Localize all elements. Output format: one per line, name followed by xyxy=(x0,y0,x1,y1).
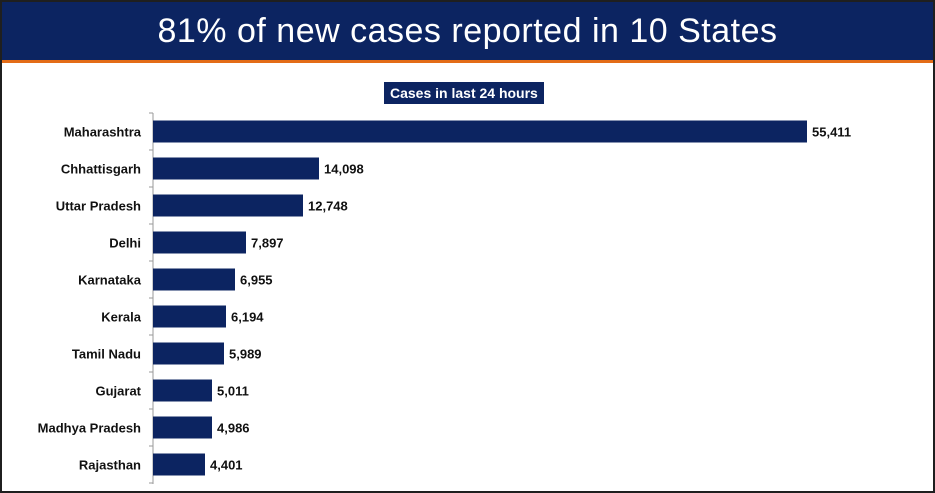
value-label: 6,194 xyxy=(231,310,264,325)
value-label: 4,986 xyxy=(217,421,250,436)
slide-title: 81% of new cases reported in 10 States xyxy=(2,2,933,60)
category-label: Maharashtra xyxy=(64,125,142,140)
category-label: Tamil Nadu xyxy=(72,347,141,362)
value-label: 5,989 xyxy=(229,347,262,362)
value-label: 7,897 xyxy=(251,236,284,251)
bars-group xyxy=(153,120,807,476)
category-labels-group: Maharashtra Chhattisgarh Uttar Pradesh Delh… xyxy=(38,125,142,473)
bar-tamil-nadu xyxy=(153,342,224,365)
value-label: 14,098 xyxy=(324,162,364,177)
bar-karnataka xyxy=(153,268,235,291)
category-label: Karnataka xyxy=(78,273,142,288)
bar-gujarat xyxy=(153,379,212,402)
category-label: Rajasthan xyxy=(79,458,141,473)
category-axis-ticks xyxy=(149,112,153,484)
category-label: Gujarat xyxy=(95,384,141,399)
category-label: Chhattisgarh xyxy=(61,162,141,177)
category-label: Delhi xyxy=(109,236,141,251)
category-label: Kerala xyxy=(101,310,142,325)
bar-rajasthan xyxy=(153,453,205,476)
bar-kerala xyxy=(153,305,226,328)
bar-chhattisgarh xyxy=(153,157,319,180)
value-label: 12,748 xyxy=(308,199,348,214)
value-label: 55,411 xyxy=(812,125,851,140)
bar-madhya-pradesh xyxy=(153,416,212,439)
bar-maharashtra xyxy=(153,120,807,143)
value-label: 6,955 xyxy=(240,273,273,288)
bar-delhi xyxy=(153,231,246,254)
value-labels-group: 55,411 14,098 12,748 7,897 6,955 6,194 5,989 5,… xyxy=(210,125,851,473)
bar-uttar-pradesh xyxy=(153,194,303,217)
category-label: Uttar Pradesh xyxy=(56,199,141,214)
chart-title: Cases in last 24 hours xyxy=(384,82,544,104)
value-label: 5,011 xyxy=(217,384,249,399)
value-label: 4,401 xyxy=(210,458,243,473)
category-label: Madhya Pradesh xyxy=(38,421,141,436)
title-underline-rule xyxy=(2,60,933,63)
